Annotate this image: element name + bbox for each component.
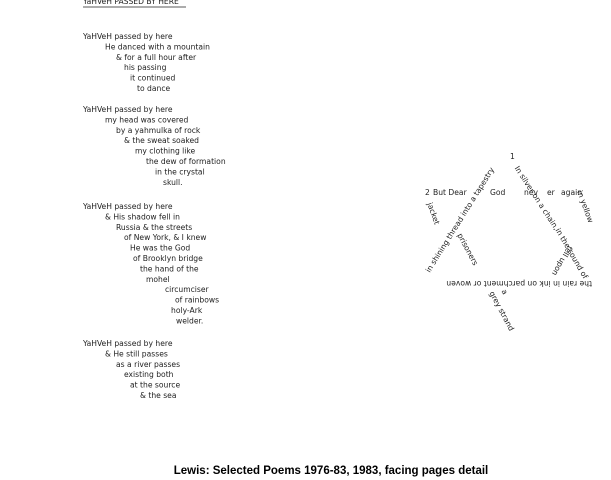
poem-line: YaHVeH passed by here	[82, 202, 173, 211]
caption: Lewis: Selected Poems 1976-83, 1983, fac…	[174, 465, 488, 477]
star-text: nev	[524, 188, 538, 197]
star-text: a	[499, 288, 509, 296]
star-text: again	[561, 188, 582, 197]
poem-line: & for a full hour after	[116, 53, 197, 62]
poem-line: YaHVeH passed by here	[82, 339, 173, 348]
poem-line: & the sweat soaked	[124, 136, 199, 145]
star-text: But Dear	[433, 188, 468, 197]
poem-line: his passing	[124, 63, 167, 72]
star-text: 2	[425, 188, 430, 197]
star-text: grey strand	[487, 290, 516, 333]
star-text: 1	[510, 152, 515, 161]
star-text: In silver on a chain,	[513, 164, 561, 231]
poem-line: as a river passes	[116, 360, 180, 369]
poem-title: YaHVeH PASSED BY HERE	[82, 0, 179, 6]
poem-line: the dew of formation	[146, 157, 226, 166]
star-text: the rain in ink on parchment or woven	[446, 279, 592, 288]
poem-line: existing both	[124, 370, 174, 379]
star-text: jacket	[425, 200, 442, 225]
poem-line: my clothing like	[135, 147, 196, 156]
poem-line: at the source	[130, 381, 180, 390]
poem-line: & His shadow fell in	[105, 212, 180, 221]
poem-line: YaHVeH passed by here	[82, 105, 173, 114]
poem-line: He danced with a mountain	[105, 42, 210, 51]
poem-line: in the crystal	[155, 167, 205, 176]
poem-line: skull.	[163, 178, 183, 187]
star-text: er	[547, 188, 556, 197]
poem-line: of New York, & I knew	[124, 233, 206, 242]
poem-line: circumciser	[165, 285, 210, 294]
poem-line: by a yahmulka of rock	[116, 126, 201, 135]
poem-line: YaHVeH passed by here	[82, 32, 173, 41]
poem-line: my head was covered	[105, 115, 189, 124]
poem-line: Russia & the streets	[116, 223, 192, 232]
poem-line: holy-Ark	[171, 306, 203, 315]
poem-line: welder.	[176, 316, 203, 325]
poem-line: & the sea	[140, 391, 177, 400]
poem-line: & He still passes	[105, 349, 168, 358]
poem-line: the hand of the	[140, 264, 199, 273]
poem-line: it continued	[130, 74, 176, 83]
poem-line: He was the God	[130, 244, 190, 253]
poem-line: mohel	[146, 275, 170, 284]
star-text: God	[490, 188, 506, 197]
poem-line: of rainbows	[175, 296, 219, 305]
poem-line: to dance	[137, 84, 170, 93]
star-text: prisoners	[455, 232, 480, 267]
poem-line: of Brooklyn bridge	[133, 254, 203, 263]
